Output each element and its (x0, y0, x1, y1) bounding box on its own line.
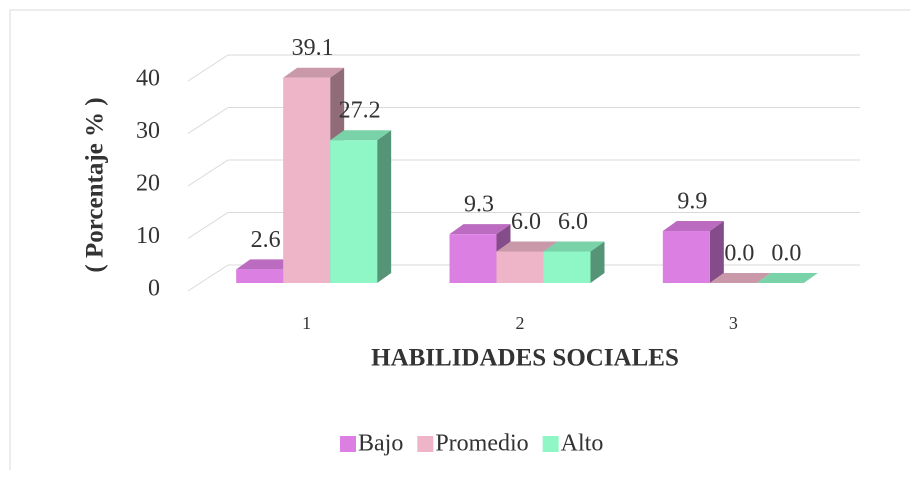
y-tick-label: 30 (136, 118, 160, 144)
grid-line (187, 159, 860, 187)
y-axis-title: ( Porcentaje % ) (82, 97, 109, 272)
bar (496, 251, 544, 283)
bar-top (756, 273, 818, 283)
data-label: 39.1 (292, 35, 334, 61)
data-label: 2.6 (251, 227, 281, 253)
y-tick-label: 40 (136, 66, 160, 92)
bar (283, 77, 331, 283)
x-tick-label: 2 (516, 313, 525, 333)
bar-top (283, 67, 345, 78)
legend-swatch (417, 436, 434, 452)
legend-label: Alto (561, 431, 604, 457)
legend-label: Bajo (358, 431, 403, 457)
bar (543, 251, 591, 283)
data-label: 9.9 (677, 189, 707, 215)
bar (662, 231, 710, 283)
data-label: 0.0 (771, 241, 801, 267)
x-axis-title: HABILIDADES SOCIALES (371, 345, 679, 372)
bar-top (662, 221, 724, 232)
bar (236, 269, 284, 283)
y-tick-label: 20 (136, 171, 160, 197)
x-tick-label: 3 (729, 313, 738, 333)
bar-top (709, 273, 771, 283)
bar-top (543, 241, 605, 252)
legend-swatch (542, 436, 559, 452)
y-tick-label: 0 (148, 276, 160, 302)
chart-border (9, 9, 910, 470)
legend-label: Promedio (435, 431, 528, 457)
bar-top (449, 224, 511, 235)
bar-side (590, 241, 605, 283)
bar-top (330, 130, 392, 141)
y-tick-label: 10 (136, 223, 160, 249)
bar (449, 234, 497, 283)
data-label: 6.0 (511, 209, 541, 235)
bar (330, 140, 378, 283)
grid-line (187, 54, 860, 82)
data-label: 6.0 (558, 209, 588, 235)
data-label: 0.0 (724, 241, 754, 267)
bar-side (709, 221, 724, 283)
data-label: 9.3 (464, 192, 494, 218)
grid-line (187, 264, 860, 292)
bar-top (236, 259, 298, 270)
grid-line (187, 107, 860, 134)
bar-top (496, 241, 558, 252)
data-label: 27.2 (339, 98, 381, 124)
x-tick-label: 1 (302, 313, 311, 333)
legend-swatch (340, 436, 356, 452)
grid-line (187, 212, 860, 239)
bar-side (377, 130, 392, 283)
